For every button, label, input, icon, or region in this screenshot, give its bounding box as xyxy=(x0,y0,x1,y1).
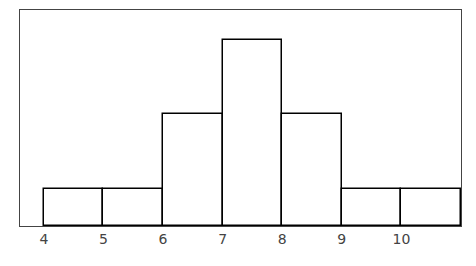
svg-text:4: 4 xyxy=(39,231,48,247)
svg-text:8: 8 xyxy=(278,231,287,247)
svg-text:5: 5 xyxy=(99,231,108,247)
svg-text:10: 10 xyxy=(392,231,410,247)
svg-text:6: 6 xyxy=(159,231,168,247)
svg-text:7: 7 xyxy=(218,231,227,247)
svg-text:9: 9 xyxy=(337,231,346,247)
